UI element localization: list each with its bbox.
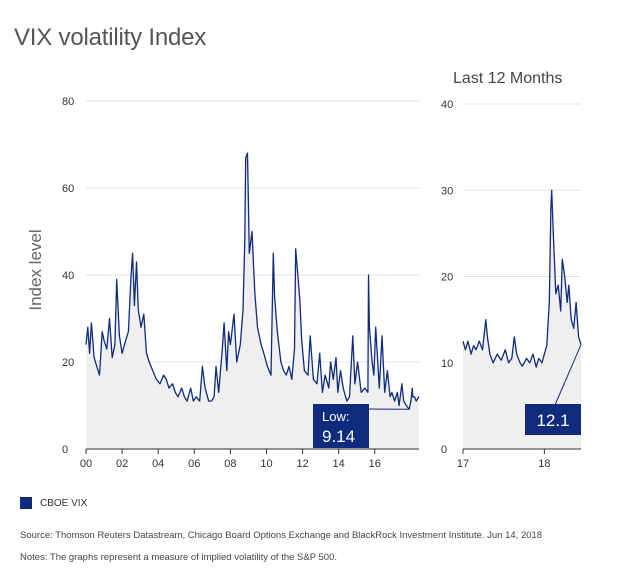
panel-subtitle: Last 12 Months: [453, 70, 563, 87]
main-area-fill: [86, 153, 419, 449]
main-panel: 0 20 40 60 80 00 02 04 06 08 10 12 14 16 Low: 9.14: [62, 96, 420, 470]
chart-canvas: 0 20 40 60 80 00 02 04 06 08 10 12 14 16 Low: 9.14 0 10 2…: [62, 96, 582, 470]
legend-label: CBOE VIX: [40, 497, 88, 509]
low-callout-label: Low:: [322, 409, 349, 424]
main-x-tick-label: 00: [80, 458, 92, 470]
low-callout-value: 9.14: [322, 427, 355, 446]
main-x-tick-label: 04: [152, 458, 164, 470]
low-callout-box: [313, 404, 369, 448]
main-y-tick-label: 40: [62, 270, 74, 282]
side-y-tick-label: 20: [441, 272, 453, 284]
main-x-tick-label: 12: [296, 458, 308, 470]
main-x-tick-label: 08: [224, 458, 236, 470]
main-y-tick-label: 80: [62, 96, 74, 108]
legend-swatch: [20, 497, 32, 509]
main-series-line: [85, 152, 420, 410]
main-x-tick-label: 16: [369, 458, 381, 470]
latest-callout-box: [525, 404, 581, 435]
main-y-tick-label: 60: [62, 183, 74, 195]
main-x-tick-label: 10: [260, 458, 272, 470]
main-x-tick-label: 06: [188, 458, 200, 470]
notes: Notes: The graphs represent a measure of…: [20, 552, 338, 563]
side-y-tick-label: 10: [441, 358, 453, 370]
side-y-tick-label: 0: [441, 444, 447, 456]
main-x-tick-label: 02: [116, 458, 128, 470]
side-series-line: [462, 189, 582, 368]
main-y-tick-label: 20: [62, 357, 74, 369]
main-y-tick-label: 0: [62, 444, 68, 456]
legend: CBOE VIX: [20, 497, 87, 509]
latest-callout-value: 12.1: [536, 411, 569, 430]
chart-title: VIX volatility Index: [14, 24, 207, 51]
side-y-tick-label: 40: [441, 99, 453, 111]
side-area-fill: [463, 190, 581, 450]
last-12-months-panel: 0 10 20 30 40 17 18 12.1: [441, 99, 582, 470]
side-x-tick-label: 18: [538, 458, 550, 470]
main-x-tick-label: 14: [333, 458, 345, 470]
side-x-tick-label: 17: [457, 458, 469, 470]
latest-callout-leader: [554, 344, 582, 406]
source-note: Source: Thomson Reuters Datastream, Chic…: [20, 530, 543, 541]
side-y-tick-label: 30: [441, 185, 453, 197]
